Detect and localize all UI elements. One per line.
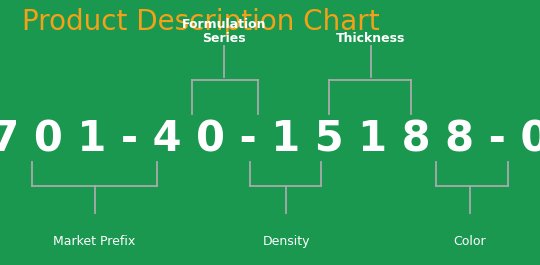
Text: Color: Color [454,235,486,248]
Text: Market Prefix: Market Prefix [53,235,136,248]
Text: Density: Density [262,235,310,248]
Text: Thickness: Thickness [336,32,406,45]
Text: Product Description Chart: Product Description Chart [22,8,379,36]
Text: Formulation
Series: Formulation Series [182,17,266,45]
Text: 4 7 0 1 - 4 0 - 1 5 1 8 8 - 0 4: 4 7 0 1 - 4 0 - 1 5 1 8 8 - 0 4 [0,118,540,160]
